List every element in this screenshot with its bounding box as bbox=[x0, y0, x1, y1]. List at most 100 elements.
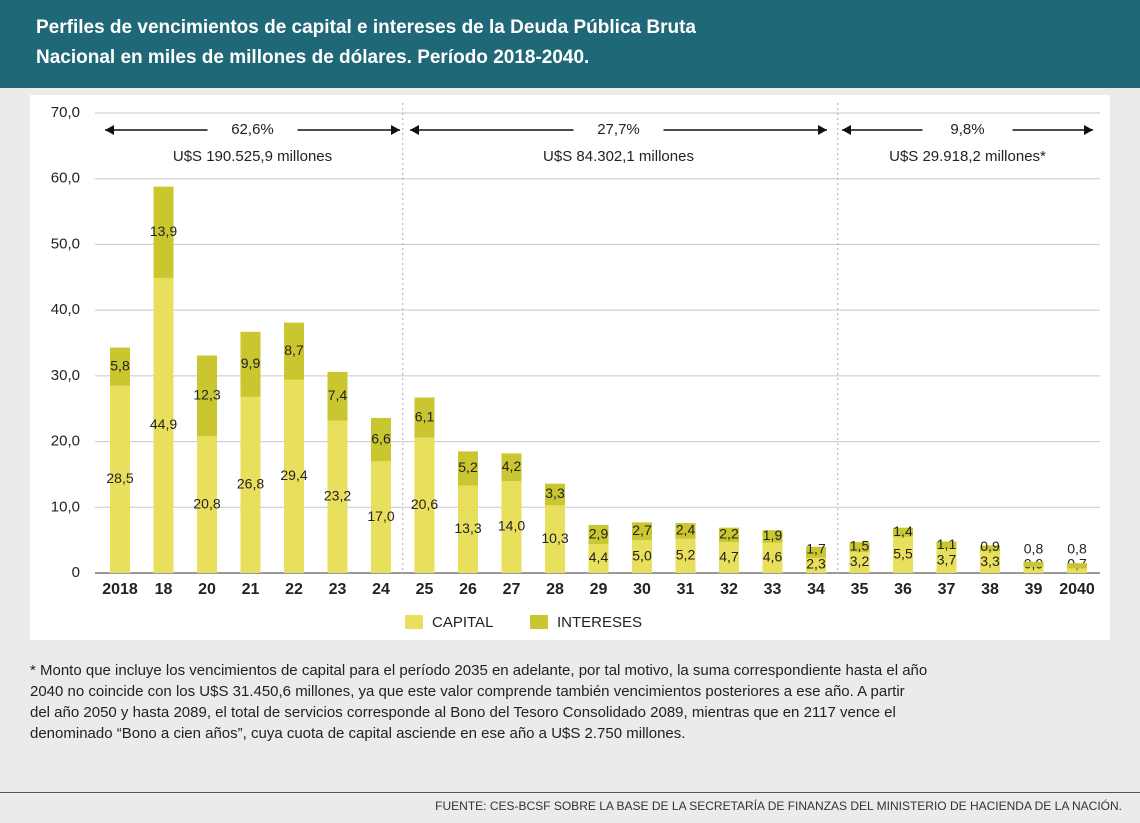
x-tick-label: 29 bbox=[590, 581, 608, 598]
x-tick-label: 35 bbox=[851, 581, 869, 598]
x-tick-label: 37 bbox=[938, 581, 956, 598]
bar-segment bbox=[153, 186, 174, 278]
value-label: 8,7 bbox=[284, 342, 304, 358]
y-tick-label: 0 bbox=[72, 564, 80, 581]
bar-segment bbox=[762, 542, 783, 573]
footnote-line: 2040 no coincide con los U$S 31.450,6 mi… bbox=[30, 683, 905, 700]
bar-segment bbox=[936, 548, 957, 573]
value-label: 7,4 bbox=[328, 387, 348, 403]
value-label: 13,3 bbox=[454, 520, 481, 536]
arrow-head bbox=[842, 125, 851, 135]
footnote: * Monto que incluye los vencimientos de … bbox=[30, 660, 927, 744]
bar-segment bbox=[1023, 561, 1044, 568]
value-label: 1,9 bbox=[763, 527, 783, 543]
x-tick-label: 28 bbox=[546, 581, 564, 598]
bar-segment bbox=[371, 461, 391, 573]
y-tick-label: 40,0 bbox=[51, 301, 80, 318]
value-label: 1,4 bbox=[893, 523, 913, 539]
bar-segment bbox=[1023, 567, 1044, 573]
value-label: 44,9 bbox=[150, 416, 177, 432]
arrow-head bbox=[818, 125, 827, 135]
value-label: 0,8 bbox=[1067, 541, 1087, 557]
value-label: 0,8 bbox=[1024, 541, 1044, 557]
label-background bbox=[573, 121, 664, 139]
x-tick-label: 20 bbox=[198, 581, 216, 598]
x-tick-label: 26 bbox=[459, 581, 477, 598]
bar-segment bbox=[240, 396, 261, 573]
value-label: 26,8 bbox=[237, 476, 264, 492]
source: FUENTE: CES-BCSF SOBRE LA BASE DE LA SEC… bbox=[435, 799, 1122, 813]
y-tick-label: 70,0 bbox=[51, 104, 80, 121]
bar-segment bbox=[414, 437, 435, 573]
value-label: 5,8 bbox=[110, 357, 130, 373]
value-label: 6,6 bbox=[371, 430, 391, 446]
period-percent: 62,6% bbox=[231, 121, 274, 138]
x-tick-label: 32 bbox=[720, 581, 738, 598]
value-label: 1,5 bbox=[850, 538, 870, 554]
bar-segment bbox=[893, 536, 913, 573]
bar-segment bbox=[980, 551, 1000, 573]
period-amount: U$S 29.918,2 millones* bbox=[889, 148, 1046, 165]
x-tick-label: 2018 bbox=[102, 581, 138, 598]
footnote-line: del año 2050 y hasta 2089, el total de s… bbox=[30, 704, 896, 721]
value-label: 5,5 bbox=[893, 546, 913, 562]
bar-segment bbox=[284, 379, 304, 573]
bar-segment bbox=[632, 540, 652, 573]
bar-segment bbox=[936, 541, 957, 549]
value-label: 10,3 bbox=[541, 530, 568, 546]
value-label: 0,9 bbox=[980, 538, 1000, 554]
legend-label: CAPITAL bbox=[432, 614, 493, 631]
value-label: 4,6 bbox=[763, 549, 783, 565]
bar-segment bbox=[197, 436, 217, 573]
x-tick-label: 27 bbox=[503, 581, 521, 598]
value-label: 5,2 bbox=[458, 459, 478, 475]
value-label: 2,7 bbox=[632, 522, 652, 538]
title-line: Perfiles de vencimientos de capital e in… bbox=[36, 17, 696, 38]
value-label: 4,4 bbox=[589, 549, 609, 565]
x-tick-label: 39 bbox=[1025, 581, 1043, 598]
value-label: 5,0 bbox=[632, 547, 652, 563]
bar-segment bbox=[110, 385, 130, 573]
x-tick-label: 22 bbox=[285, 581, 303, 598]
x-tick-label: 23 bbox=[329, 581, 347, 598]
arrow-head bbox=[391, 125, 400, 135]
bar-segment bbox=[806, 546, 826, 558]
bar-segment bbox=[414, 397, 435, 438]
bar-segment bbox=[197, 355, 217, 437]
value-label: 4,2 bbox=[502, 458, 522, 474]
period-amount: U$S 84.302,1 millones bbox=[543, 148, 694, 165]
value-label: 2,4 bbox=[676, 522, 696, 538]
bar-segment bbox=[588, 544, 609, 573]
x-tick-label: 24 bbox=[372, 581, 390, 598]
bar-segment bbox=[806, 557, 826, 573]
bar-segment bbox=[675, 538, 696, 573]
y-tick-label: 50,0 bbox=[51, 235, 80, 252]
bar-segment bbox=[545, 505, 565, 573]
value-label: 5,2 bbox=[676, 547, 696, 563]
value-label: 2,2 bbox=[719, 526, 739, 542]
header: Perfiles de vencimientos de capital e in… bbox=[0, 0, 1140, 88]
value-label: 17,0 bbox=[367, 508, 394, 524]
bar-segment bbox=[849, 551, 870, 573]
arrow-head bbox=[105, 125, 114, 135]
period-amount: U$S 190.525,9 millones bbox=[173, 148, 332, 165]
value-label: 2,9 bbox=[589, 525, 609, 541]
value-label: 2,3 bbox=[806, 556, 826, 572]
bar-segment bbox=[458, 451, 478, 486]
x-tick-label: 21 bbox=[242, 581, 260, 598]
value-label: 1,7 bbox=[806, 541, 826, 557]
bar-segment bbox=[849, 542, 870, 552]
footnote-line: denominado “Bono a cien años”, cuya cuot… bbox=[30, 725, 686, 742]
bar-segment bbox=[545, 483, 565, 506]
bar-segment bbox=[762, 530, 783, 543]
bar-segment bbox=[284, 322, 304, 380]
value-label: 3,3 bbox=[980, 553, 1000, 569]
x-tick-label: 33 bbox=[764, 581, 782, 598]
bar-segment bbox=[632, 522, 652, 541]
bar-segment bbox=[110, 347, 130, 386]
label-background bbox=[207, 121, 298, 139]
title-line: Nacional en miles de millones de dólares… bbox=[36, 47, 590, 68]
value-label: 28,5 bbox=[106, 470, 133, 486]
bar-segment bbox=[719, 527, 739, 543]
